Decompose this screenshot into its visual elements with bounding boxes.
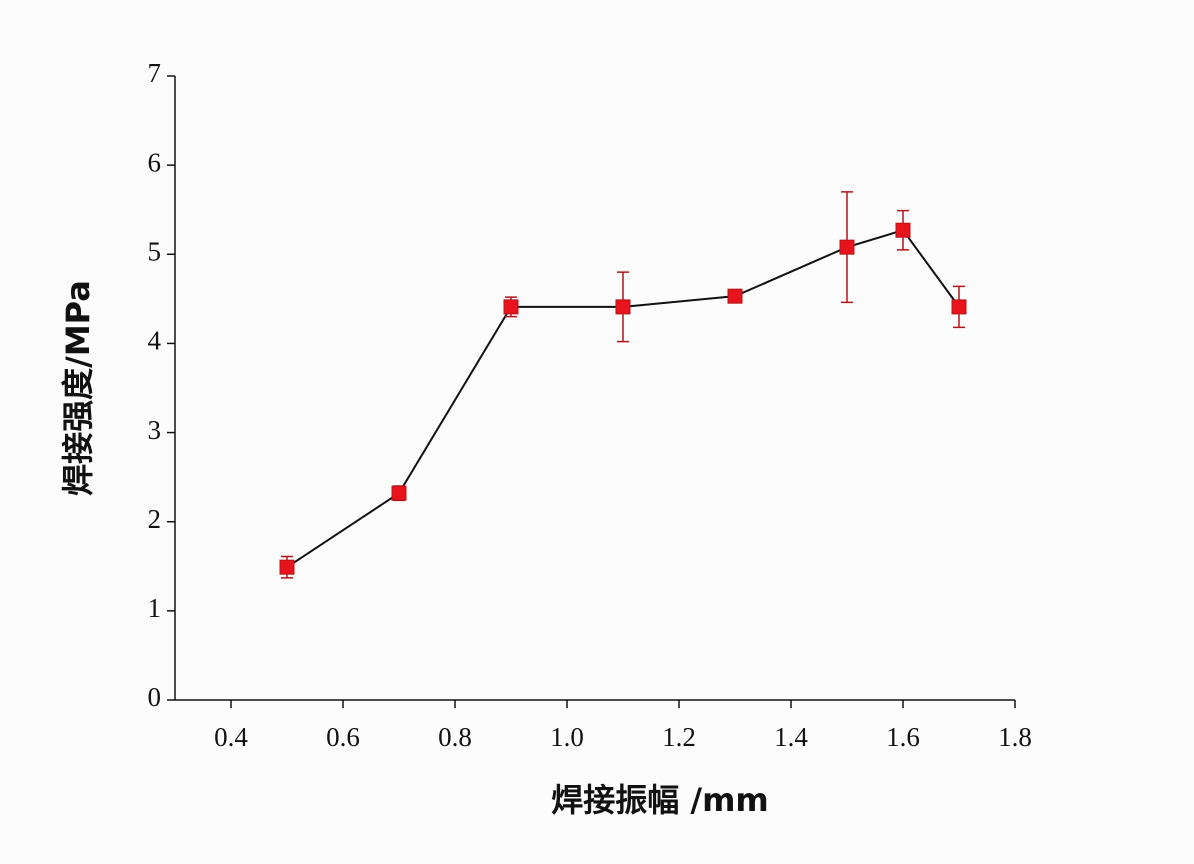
data-point — [503, 299, 519, 315]
data-point — [895, 222, 911, 238]
y-tick-label: 6 — [148, 147, 162, 177]
y-axis-title: 焊接强度/MPa — [59, 280, 97, 496]
data-point — [279, 559, 295, 575]
x-tick-label: 1.6 — [886, 722, 920, 752]
x-tick-label: 1.4 — [774, 722, 808, 752]
y-tick-label: 2 — [148, 504, 162, 534]
data-point — [615, 299, 631, 315]
y-tick-label: 0 — [148, 682, 162, 712]
x-tick-label: 0.8 — [438, 722, 472, 752]
data-point — [839, 239, 855, 255]
data-point — [727, 288, 743, 304]
data-point — [391, 485, 407, 501]
x-tick-label: 0.6 — [326, 722, 360, 752]
x-tick-label: 1.2 — [662, 722, 696, 752]
y-tick-label: 4 — [148, 326, 162, 356]
y-tick-label: 7 — [148, 58, 162, 88]
x-tick-label: 0.4 — [214, 722, 248, 752]
y-tick-label: 1 — [148, 593, 162, 623]
x-tick-label: 1.0 — [550, 722, 584, 752]
series-line — [286, 229, 960, 569]
x-tick-label: 1.8 — [998, 722, 1032, 752]
x-axis-title: 焊接振幅 /mm — [551, 781, 769, 819]
y-tick-label: 3 — [148, 415, 162, 445]
data-point — [951, 299, 967, 315]
y-tick-label: 5 — [148, 236, 162, 266]
